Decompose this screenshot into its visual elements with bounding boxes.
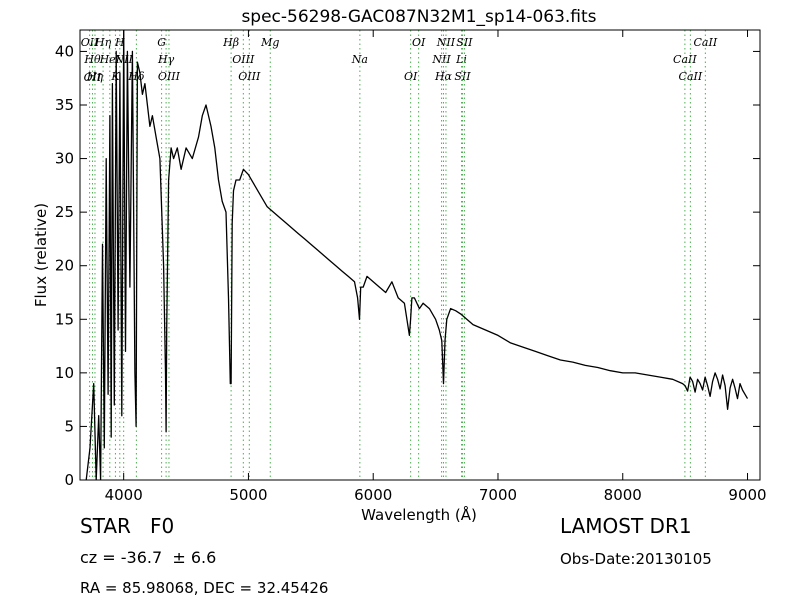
subclass-label: F0 (150, 514, 175, 538)
y-tick-label: 10 (55, 364, 74, 382)
line-label: OIII (158, 70, 181, 83)
line-label: CaII (679, 70, 703, 83)
class-label: STAR (80, 514, 131, 538)
spectrum-line (85, 30, 749, 480)
line-label: SII (454, 70, 471, 83)
y-tick-label: 15 (55, 310, 74, 328)
line-label: Li (455, 53, 467, 66)
line-label: CaII (694, 36, 718, 49)
line-label: OI (412, 36, 426, 49)
x-tick-label: 8000 (604, 486, 642, 504)
chart-title: spec-56298-GAC087N32M1_sp14-063.fits (241, 7, 596, 27)
star-class-line: STAR F0 (80, 514, 174, 538)
plot-frame (79, 29, 761, 481)
line-label: Hθ (83, 53, 101, 66)
line-label: NII (436, 36, 456, 49)
x-tick-label: 7000 (479, 486, 517, 504)
line-label: Hα (434, 70, 453, 83)
radec-label: RA = 85.98068, DEC = 32.45426 (80, 579, 329, 597)
x-axis: 4000 5000 6000 7000 8000 9000 (105, 30, 767, 504)
line-label: OIII (238, 70, 261, 83)
redshift-label: cz = -36.7 ± 6.6 (80, 548, 217, 567)
line-label: SII (456, 36, 473, 49)
y-tick-label: 35 (55, 96, 74, 114)
y-tick-label: 5 (64, 417, 74, 435)
line-label: Mg (260, 36, 279, 49)
x-axis-label: Wavelength (Å) (361, 505, 477, 524)
x-tick-label: 5000 (229, 486, 267, 504)
y-tick-label: 40 (55, 42, 74, 60)
line-label: OIII (232, 53, 255, 66)
line-label: Na (351, 53, 368, 66)
line-label: G (157, 36, 166, 49)
x-tick-label: 4000 (105, 486, 143, 504)
line-label: Hγ (157, 53, 175, 66)
y-tick-label: 0 (64, 471, 74, 489)
x-tick-label: 9000 (728, 486, 766, 504)
line-label: CaII (673, 53, 697, 66)
line-label: Hβ (222, 36, 239, 49)
y-tick-label: 20 (55, 257, 74, 275)
line-label: OI (404, 70, 418, 83)
spectrum-series (85, 30, 749, 480)
emission-absorption-lines: OIIHθOIIHηHηHeIKHNIIHδGHγOIIIHβOIIIOIIIM… (81, 30, 718, 480)
line-label: H (114, 36, 125, 49)
survey-label: LAMOST DR1 (560, 514, 692, 538)
line-label: Hη (86, 70, 104, 83)
x-tick-label: 6000 (354, 486, 392, 504)
y-tick-label: 30 (55, 150, 74, 168)
line-label: NII (431, 53, 451, 66)
line-label: Hδ (127, 70, 145, 83)
y-axis-label: Flux (relative) (32, 203, 50, 307)
y-tick-label: 25 (55, 203, 74, 221)
line-label: K (110, 70, 120, 83)
line-label: Hη (94, 36, 112, 49)
obs-date-label: Obs-Date:20130105 (560, 550, 712, 568)
line-label: OII (84, 71, 102, 84)
y-axis: 0 5 10 15 20 25 30 35 40 (55, 42, 760, 489)
